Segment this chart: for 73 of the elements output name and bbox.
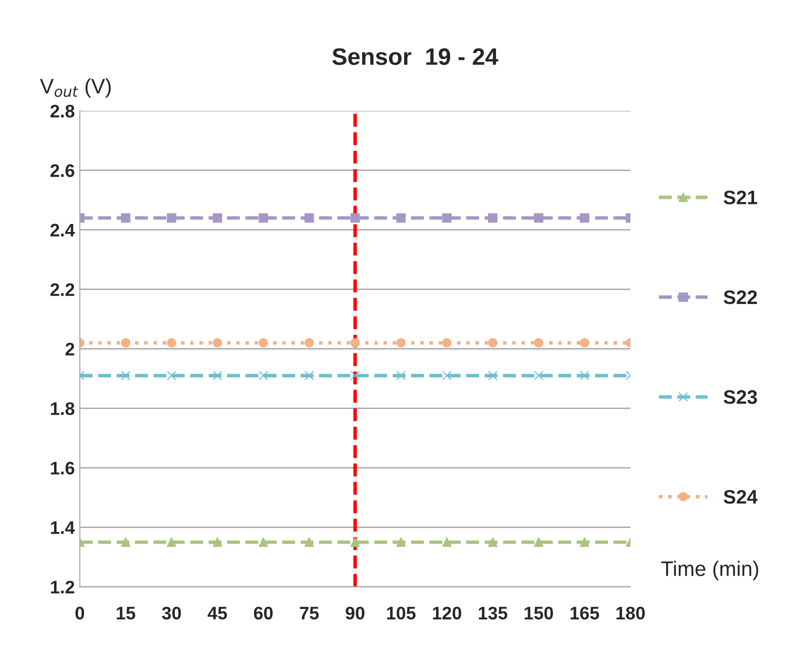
point <box>442 537 452 547</box>
point <box>580 338 590 348</box>
point <box>350 213 360 223</box>
point <box>396 338 406 348</box>
chart-title: Sensor 19 - 24 <box>332 48 498 66</box>
point <box>488 213 498 223</box>
point <box>212 537 222 547</box>
y-axis-title: V$_{out}$ (V) <box>40 78 111 98</box>
legend-label: S22 <box>724 290 757 304</box>
point <box>534 370 544 380</box>
point <box>580 213 590 223</box>
legend-label: S23 <box>724 390 757 404</box>
point <box>304 370 314 380</box>
point <box>258 370 268 380</box>
point <box>304 537 314 547</box>
x-tick-label: 30 <box>162 606 181 620</box>
y-tick-label: 2.2 <box>50 283 74 296</box>
point <box>396 370 406 380</box>
legend-label: S21 <box>724 190 758 204</box>
point <box>121 537 130 547</box>
point <box>121 213 130 223</box>
point <box>166 537 176 547</box>
y-tick-label: 1.4 <box>50 521 75 534</box>
point <box>396 537 406 547</box>
y-tick-label: 2.4 <box>50 224 75 236</box>
point <box>212 213 222 223</box>
y-tick-label: 1.2 <box>50 580 74 594</box>
x-tick-label: 105 <box>387 606 416 620</box>
point <box>304 213 314 223</box>
legend-label: S24 <box>724 490 758 504</box>
point <box>304 338 314 348</box>
x-tick-label: 60 <box>254 606 273 620</box>
point <box>488 537 498 547</box>
x-tick-label: 150 <box>524 606 553 620</box>
y-tick-label: 1.8 <box>50 402 74 416</box>
point <box>258 338 268 348</box>
point <box>488 338 498 348</box>
point <box>534 537 544 547</box>
x-tick-label: 90 <box>346 606 364 620</box>
point <box>212 338 222 348</box>
y-tick-label: 1.6 <box>50 462 74 475</box>
point <box>258 537 268 547</box>
x-tick-label: 15 <box>116 606 136 620</box>
point <box>121 370 130 380</box>
point <box>350 537 360 547</box>
point <box>442 370 452 380</box>
point <box>212 370 222 380</box>
point <box>580 370 590 380</box>
x-tick-label: 165 <box>570 606 600 620</box>
y-tick-label: 2.8 <box>50 104 74 118</box>
point <box>258 213 268 223</box>
y-tick-label: 2 <box>66 342 74 356</box>
x-tick-label: 135 <box>478 606 508 620</box>
x-tick-label: 0 <box>75 606 84 620</box>
x-tick-label: 180 <box>616 606 645 620</box>
point <box>396 213 406 223</box>
point <box>534 213 544 223</box>
point <box>350 338 360 348</box>
x-tick-label: 75 <box>300 606 319 620</box>
x-tick-label: 120 <box>432 606 462 620</box>
point <box>442 213 452 223</box>
x-tick-label: 45 <box>208 606 227 620</box>
y-tick-label: 2.6 <box>50 164 74 178</box>
point <box>350 370 360 380</box>
point <box>121 338 130 348</box>
point <box>442 338 452 348</box>
point <box>166 213 176 223</box>
point <box>488 370 498 380</box>
point <box>166 338 176 348</box>
x-axis-title: Time (min) <box>661 560 758 580</box>
point <box>166 370 176 380</box>
point <box>534 338 544 348</box>
point <box>580 537 590 547</box>
